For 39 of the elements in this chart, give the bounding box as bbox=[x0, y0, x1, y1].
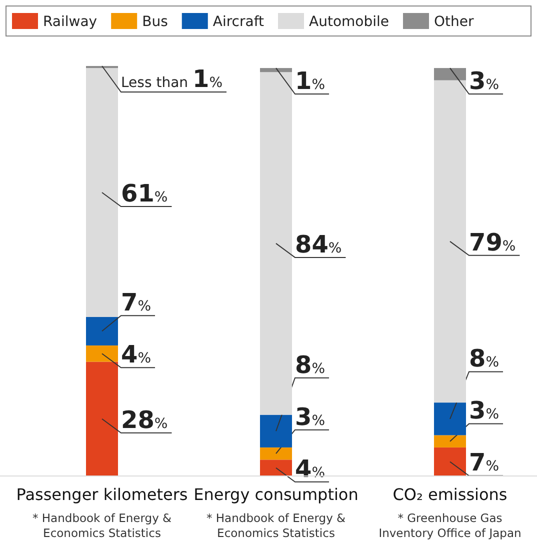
x-tick-label: Energy consumption bbox=[194, 485, 358, 504]
legend-label: Automobile bbox=[309, 14, 389, 30]
data-label: 7% bbox=[469, 448, 500, 477]
bar bbox=[86, 362, 118, 476]
legend-label: Railway bbox=[43, 14, 98, 30]
x-tick-label: Passenger kilometers bbox=[16, 485, 188, 504]
bar bbox=[260, 447, 292, 460]
data-label: 61% bbox=[121, 179, 168, 208]
bar bbox=[260, 68, 292, 72]
data-label: 3% bbox=[469, 396, 500, 425]
legend-label: Other bbox=[434, 14, 474, 30]
data-label: 3% bbox=[295, 402, 326, 431]
data-label: 1% bbox=[295, 67, 326, 96]
bar bbox=[260, 414, 292, 448]
bar bbox=[260, 72, 292, 415]
data-label: 4% bbox=[121, 340, 152, 369]
data-label: 3% bbox=[469, 67, 500, 96]
bar bbox=[86, 345, 118, 362]
x-tick-label: CO₂ emissions bbox=[392, 485, 508, 504]
bar bbox=[260, 460, 292, 476]
data-label: 84% bbox=[295, 230, 342, 258]
bar bbox=[434, 80, 466, 403]
text: * Handbook of Energy & Economics Statistics bbox=[206, 511, 346, 540]
data-label: 7% bbox=[121, 288, 152, 317]
legend-label: Aircraft bbox=[212, 14, 265, 30]
data-label: Less than 1% bbox=[121, 65, 222, 93]
text: * Greenhouse Gas Inventory Office of Japan bbox=[378, 511, 522, 540]
bar bbox=[86, 68, 118, 317]
data-label: 79% bbox=[469, 228, 516, 256]
bar bbox=[86, 316, 118, 346]
bar bbox=[434, 435, 466, 448]
data-label: 28% bbox=[121, 406, 168, 434]
bar bbox=[434, 402, 466, 436]
data-label: 8% bbox=[469, 344, 500, 373]
bar bbox=[434, 68, 466, 80]
bar bbox=[434, 447, 466, 476]
text: * Handbook of Energy & Economics Statistics bbox=[32, 511, 172, 540]
data-label: 8% bbox=[295, 350, 326, 379]
legend-label: Bus bbox=[142, 14, 168, 30]
